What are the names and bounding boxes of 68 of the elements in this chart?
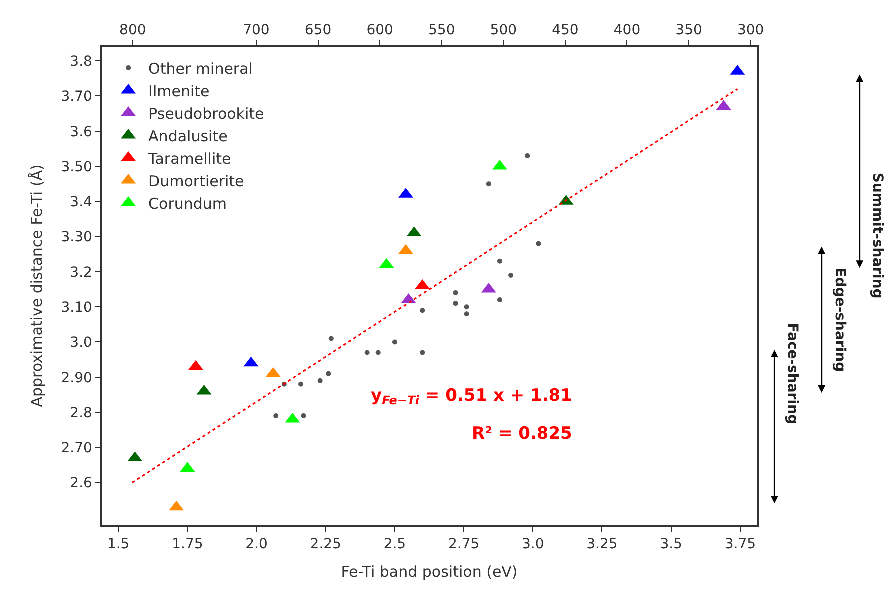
x2-tick-label: 300: [737, 22, 764, 39]
y-tick-label: 3.6: [70, 124, 93, 140]
text: Edge-sharing: [832, 268, 848, 372]
point: [497, 258, 502, 264]
point: [376, 350, 381, 356]
legend-label: Andalusite: [148, 127, 228, 146]
x-tick-label: 2.75: [448, 536, 480, 553]
x2-tick-label: 700: [243, 22, 270, 39]
y-tick-label: 2.70: [61, 440, 92, 457]
point: [318, 378, 323, 384]
point: [420, 308, 426, 314]
legend-label: Dumortierite: [148, 172, 244, 190]
legend-label: Other mineral: [148, 60, 253, 78]
point: [420, 350, 426, 356]
x2-tick-label: 350: [676, 22, 702, 39]
point: [453, 290, 458, 296]
annotation: R² = 0.825: [472, 424, 572, 444]
legend-label: Taramellite: [148, 150, 232, 168]
x-tick-label: 2.25: [310, 536, 342, 553]
x-axis-title: Fe-Ti band position (eV): [341, 563, 518, 582]
text: Summit-sharing: [869, 172, 885, 299]
x2-tick-label: 550: [428, 22, 456, 39]
text: Face-sharing: [784, 323, 800, 424]
x-tick-label: 3.5: [660, 536, 682, 553]
x-tick-label: 3.75: [724, 536, 756, 553]
y-tick-label: 3.2: [70, 264, 92, 281]
point: [301, 414, 306, 419]
x-tick-label: 2.0: [246, 536, 268, 553]
y-tick-label: 3.8: [70, 54, 92, 70]
point: [497, 298, 502, 303]
legend-label: Pseudobrookite: [148, 104, 264, 123]
point: [326, 371, 332, 376]
x2-tick-label: 500: [490, 22, 518, 39]
y-tick-label: 3.50: [61, 159, 92, 176]
point: [298, 382, 304, 387]
y-tick-label: 2.90: [61, 370, 92, 386]
point: [328, 336, 334, 342]
y-tick-label: 3.70: [61, 89, 92, 106]
point: [464, 312, 470, 317]
y-tick-label: 3.10: [61, 300, 92, 316]
point: [364, 350, 370, 356]
y-tick-label: 3.30: [61, 230, 92, 246]
point: [525, 153, 530, 158]
x2-tick-label: 400: [614, 22, 641, 39]
y-tick-label: 3.4: [70, 194, 93, 211]
point: [453, 301, 458, 306]
y-axis-title: Approximative distance Fe-Ti (Å): [28, 164, 46, 408]
y-tick-label: 2.8: [70, 405, 92, 422]
point: [508, 272, 514, 278]
point: [486, 182, 492, 187]
x2-tick-label: 800: [120, 22, 146, 39]
x-tick-label: 3.0: [522, 536, 544, 553]
y-tick-label: 2.6: [70, 476, 93, 492]
x2-tick-label: 450: [552, 22, 579, 39]
legend-label: Ilmenite: [148, 82, 210, 100]
point: [274, 414, 279, 419]
x-tick-label: 2.5: [384, 536, 406, 553]
point: [536, 241, 542, 246]
point: [464, 304, 470, 310]
legend-label: Corundum: [148, 194, 228, 213]
x2-tick-label: 650: [304, 22, 332, 39]
x-tick-label: 3.25: [586, 536, 618, 553]
x-tick-label: 1.5: [107, 536, 130, 553]
annotation: y$_{Fe−Ti}$ = 0.51 x + 1.81: [371, 386, 572, 408]
x-tick-label: 1.75: [172, 536, 204, 553]
point: [392, 340, 398, 345]
y-tick-label: 3.0: [70, 335, 92, 352]
x2-tick-label: 600: [366, 22, 394, 39]
